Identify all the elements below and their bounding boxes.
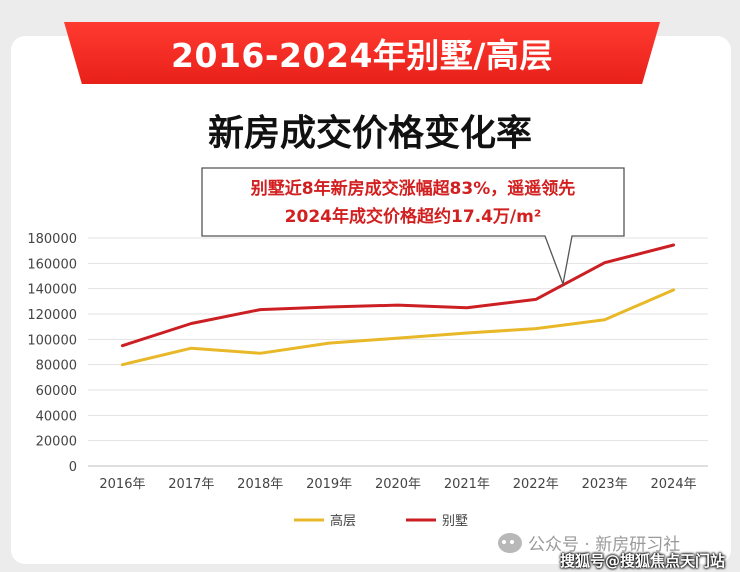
y-tick-label: 140000: [27, 283, 77, 298]
y-tick-label: 20000: [36, 435, 77, 450]
source-watermark: 搜狐号@搜狐焦点天门站: [560, 552, 726, 570]
banner-title: 2016-2024年别墅/高层: [171, 36, 553, 75]
x-axis-ticks: 2016年 2017年 2018年 2019年 2020年 2021年 2022年 2023年…: [99, 477, 696, 492]
y-tick-label: 0: [69, 460, 77, 475]
legend-label-gaoceng: 高层: [330, 513, 356, 529]
watermark-text: 公众号 · 新房研习社: [528, 535, 681, 555]
chart-card: [11, 36, 731, 564]
title-banner: 2016-2024年别墅/高层: [64, 22, 660, 84]
chart-title: 新房成交价格变化率: [207, 113, 532, 154]
y-tick-label: 160000: [27, 257, 77, 272]
series-line-0: [120, 288, 676, 367]
x-tick-label: 2021年: [444, 477, 490, 492]
y-tick-label: 60000: [36, 384, 77, 399]
wechat-icon: [498, 532, 522, 553]
x-tick-label: 2024年: [651, 477, 697, 492]
annotation-callout: 别墅近8年新房成交涨幅超83%，遥遥领先 2024年成交价格超约17.4万/m²: [201, 167, 625, 287]
series-lines: [120, 243, 676, 367]
y-tick-label: 80000: [36, 359, 77, 374]
annotation-line-1: 别墅近8年新房成交涨幅超83%，遥遥领先: [250, 178, 576, 199]
callout-box: [201, 167, 625, 287]
y-tick-label: 100000: [27, 333, 77, 348]
x-tick-label: 2017年: [168, 477, 214, 492]
y-axis-ticks: 0 20000 40000 60000 80000 100000 120000 140000 1…: [27, 232, 77, 475]
x-tick-label: 2019年: [306, 477, 352, 492]
x-tick-label: 2022年: [513, 477, 559, 492]
x-tick-label: 2018年: [237, 477, 283, 492]
legend: 高层 别墅: [294, 513, 468, 529]
y-tick-label: 40000: [36, 409, 77, 424]
x-tick-label: 2020年: [375, 477, 421, 492]
y-tick-label: 120000: [27, 308, 77, 323]
watermark: 公众号 · 新房研习社: [498, 530, 680, 555]
x-tick-label: 2016年: [99, 477, 145, 492]
series-line-1: [120, 243, 676, 348]
y-tick-label: 180000: [27, 232, 77, 247]
legend-label-bieshu: 别墅: [442, 514, 468, 529]
annotation-line-2: 2024年成交价格超约17.4万/m²: [285, 206, 542, 227]
x-tick-label: 2023年: [582, 477, 628, 492]
